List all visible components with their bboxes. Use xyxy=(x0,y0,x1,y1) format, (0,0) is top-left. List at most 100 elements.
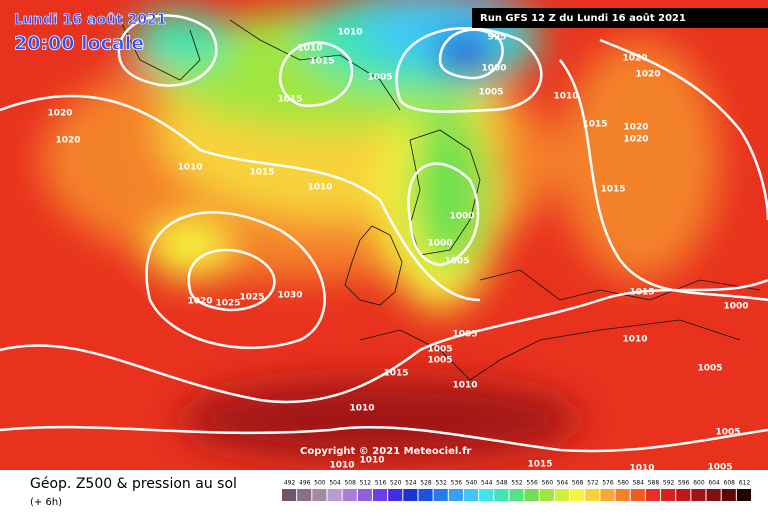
scale-label: 504 xyxy=(329,480,341,487)
scale-label: 560 xyxy=(542,480,554,487)
scale-label: 528 xyxy=(420,480,432,487)
isobar-label: 1010 xyxy=(553,92,578,102)
scale-cell xyxy=(448,489,463,501)
scale-label: 588 xyxy=(648,480,660,487)
scale-cell xyxy=(403,489,418,501)
scale-label: 532 xyxy=(435,480,447,487)
isobar-label: 1015 xyxy=(277,95,302,105)
isobar-label: 1015 xyxy=(527,460,552,470)
scale-cell xyxy=(539,489,554,501)
scale-label: 596 xyxy=(678,480,690,487)
scale-label: 600 xyxy=(693,480,705,487)
scale-label: 540 xyxy=(466,480,478,487)
scale-label: 608 xyxy=(724,480,736,487)
scale-cell xyxy=(418,489,433,501)
isobar-label: 1000 xyxy=(427,239,452,249)
scale-cell xyxy=(645,489,661,501)
scale-label: 592 xyxy=(663,480,675,487)
scale-label: 548 xyxy=(496,480,508,487)
scale-cell xyxy=(554,489,570,501)
scale-label: 544 xyxy=(481,480,493,487)
scale-cell xyxy=(433,489,448,501)
isobar-label: 1005 xyxy=(715,428,740,438)
scale-label: 492 xyxy=(284,480,296,487)
scale-cell xyxy=(630,489,645,501)
scale-label: 516 xyxy=(375,480,387,487)
map-subtitle: 20:00 locale xyxy=(14,33,144,55)
isobar-label: 1005 xyxy=(444,257,469,267)
scale-label: 512 xyxy=(360,480,372,487)
isobar-label: 1025 xyxy=(239,293,264,303)
scale-cell xyxy=(463,489,479,501)
scale-cell xyxy=(691,489,706,501)
isobar-label: 1010 xyxy=(177,163,202,173)
scale-label: 568 xyxy=(572,480,584,487)
isobar-label: 1000 xyxy=(449,212,474,222)
isobar-label: 1010 xyxy=(359,456,384,466)
isobar-label: 1000 xyxy=(723,302,748,312)
isobar-label: 1030 xyxy=(277,291,302,301)
scale-cell xyxy=(327,489,342,501)
scale-cell xyxy=(706,489,721,501)
scale-cell xyxy=(721,489,736,501)
isobar-label: 1015 xyxy=(383,369,408,379)
scale-cell xyxy=(736,489,751,501)
isobar-label: 1020 xyxy=(623,123,648,133)
scale-label: 536 xyxy=(451,480,463,487)
isobar-label: 1015 xyxy=(629,288,654,298)
legend-title: Géop. Z500 & pression au sol xyxy=(30,476,237,492)
run-info-box xyxy=(472,8,768,28)
isobar-label: 995 xyxy=(488,33,507,43)
copyright: Copyright © 2021 Meteociel.fr xyxy=(300,446,471,457)
isobar-label: 1005 xyxy=(478,88,503,98)
isobar-label: 1005 xyxy=(707,463,732,473)
scale-cell xyxy=(312,489,327,501)
isobar-label: 1005 xyxy=(452,330,477,340)
scale-cell xyxy=(570,489,585,501)
scale-cell xyxy=(676,489,691,501)
isobar-label: 1010 xyxy=(329,461,354,471)
isobar-label: 1015 xyxy=(309,57,334,67)
scale-cell xyxy=(388,489,403,501)
isobar-label: 1010 xyxy=(307,183,332,193)
isobar-label: 1025 xyxy=(215,299,240,309)
scale-cell xyxy=(585,489,600,501)
scale-label: 520 xyxy=(390,480,402,487)
scale-cell xyxy=(342,489,357,501)
scale-cell xyxy=(509,489,524,501)
scale-label: 612 xyxy=(739,480,751,487)
map-title: Lundi 16 août 2021 xyxy=(14,12,166,28)
scale-label: 572 xyxy=(587,480,599,487)
isobar-label: 1020 xyxy=(47,109,72,119)
coastlines xyxy=(119,19,761,381)
isobar-label: 1005 xyxy=(427,356,452,366)
isobar-label: 1010 xyxy=(297,44,322,54)
isobars xyxy=(0,14,768,453)
isobar-label: 1020 xyxy=(187,297,212,307)
scale-label: 524 xyxy=(405,480,417,487)
isobar-label: 1010 xyxy=(629,464,654,474)
isobar-label: 1015 xyxy=(249,168,274,178)
scale-cell xyxy=(372,489,388,501)
scale-label: 584 xyxy=(633,480,645,487)
legend-subtitle: (+ 6h) xyxy=(30,497,62,508)
isobar-label: 1005 xyxy=(697,364,722,374)
scale-label: 564 xyxy=(557,480,569,487)
scale-cell xyxy=(524,489,539,501)
isobar-label: 1020 xyxy=(622,54,647,64)
isobar-label: 1020 xyxy=(635,70,660,80)
scale-label: 576 xyxy=(602,480,614,487)
isobar-label: 1015 xyxy=(582,120,607,130)
scale-label: 604 xyxy=(708,480,720,487)
scale-cell xyxy=(357,489,372,501)
color-scale: 492 496 500 504 508 512 516 520 524 528 532 536 540 5… xyxy=(282,480,751,501)
scale-cell xyxy=(615,489,630,501)
isobar-label: 1015 xyxy=(600,185,625,195)
run-info: Run GFS 12 Z du Lundi 16 août 2021 xyxy=(480,12,686,24)
scale-cell xyxy=(297,489,312,501)
isobar-label: 1005 xyxy=(427,345,452,355)
isobar-label: 1010 xyxy=(452,381,477,391)
scale-label: 496 xyxy=(299,480,311,487)
